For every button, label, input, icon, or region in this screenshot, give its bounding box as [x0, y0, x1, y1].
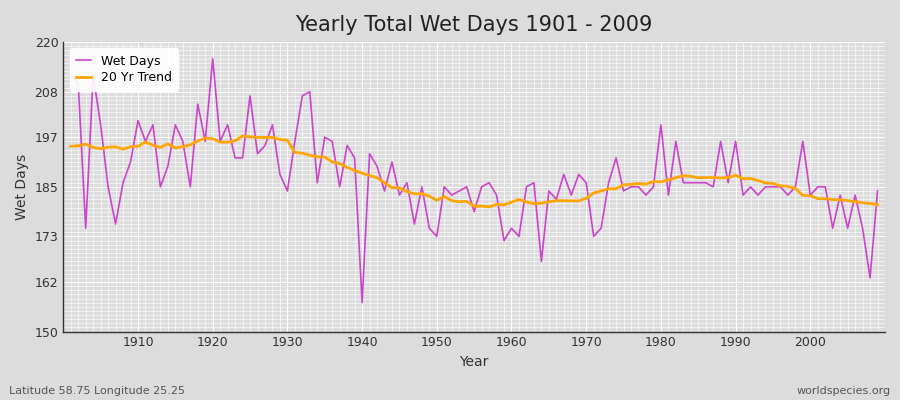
Text: Latitude 58.75 Longitude 25.25: Latitude 58.75 Longitude 25.25 — [9, 386, 185, 396]
Title: Yearly Total Wet Days 1901 - 2009: Yearly Total Wet Days 1901 - 2009 — [295, 15, 652, 35]
Wet Days — [872, 188, 883, 193]
Wet Days — [297, 94, 308, 98]
Text: worldspecies.org: worldspecies.org — [796, 386, 891, 396]
20 Yr Trend — [238, 134, 248, 138]
X-axis label: Year: Year — [460, 355, 489, 369]
Line: 20 Yr Trend: 20 Yr Trend — [71, 136, 878, 207]
Wet Days — [514, 234, 525, 239]
Wet Days — [611, 156, 622, 160]
Legend: Wet Days, 20 Yr Trend: Wet Days, 20 Yr Trend — [69, 48, 178, 91]
Y-axis label: Wet Days: Wet Days — [15, 154, 29, 220]
20 Yr Trend — [297, 151, 308, 156]
Wet Days — [521, 184, 532, 189]
Wet Days — [356, 300, 367, 305]
Line: Wet Days: Wet Days — [71, 59, 878, 303]
Wet Days — [66, 73, 77, 78]
20 Yr Trend — [514, 197, 525, 202]
Wet Days — [125, 160, 136, 164]
Wet Days — [207, 56, 218, 61]
20 Yr Trend — [483, 204, 494, 209]
20 Yr Trend — [611, 186, 622, 191]
20 Yr Trend — [125, 144, 136, 149]
Wet Days — [342, 143, 353, 148]
20 Yr Trend — [521, 200, 532, 204]
20 Yr Trend — [66, 144, 77, 149]
20 Yr Trend — [342, 165, 353, 170]
20 Yr Trend — [872, 202, 883, 207]
